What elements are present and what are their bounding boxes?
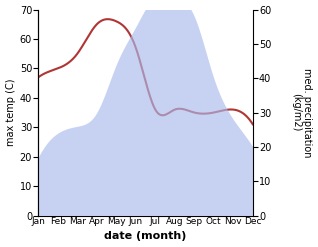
Y-axis label: med. precipitation
(kg/m2): med. precipitation (kg/m2) [291,68,313,157]
X-axis label: date (month): date (month) [104,231,187,242]
Y-axis label: max temp (C): max temp (C) [5,79,16,146]
